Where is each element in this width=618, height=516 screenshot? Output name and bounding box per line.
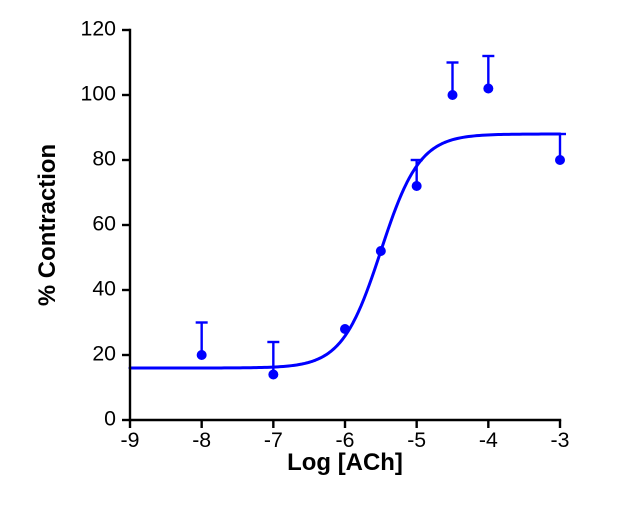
data-point: [268, 370, 278, 380]
dose-response-chart: -9-8-7-6-5-4-3020406080100120Log [ACh]% …: [0, 0, 618, 516]
data-point: [412, 181, 422, 191]
y-axis-label: % Contraction: [34, 144, 61, 306]
y-tick-label: 20: [92, 342, 116, 366]
chart-background: [0, 0, 618, 516]
x-tick-label: -7: [264, 428, 283, 452]
x-tick-label: -5: [407, 428, 426, 452]
data-point: [197, 350, 207, 360]
y-tick-label: 100: [81, 82, 116, 106]
chart-svg: -9-8-7-6-5-4-3020406080100120Log [ACh]% …: [0, 0, 618, 516]
x-tick-label: -8: [192, 428, 211, 452]
y-tick-label: 120: [81, 17, 116, 41]
data-point: [555, 155, 565, 165]
x-axis-label: Log [ACh]: [287, 449, 403, 476]
data-point: [376, 246, 386, 256]
y-tick-label: 0: [104, 407, 116, 431]
data-point: [483, 84, 493, 94]
x-tick-label: -9: [121, 428, 140, 452]
data-point: [448, 90, 458, 100]
y-tick-label: 60: [92, 212, 116, 236]
y-tick-label: 80: [92, 147, 116, 171]
data-point: [340, 324, 350, 334]
y-tick-label: 40: [92, 277, 116, 301]
x-tick-label: -3: [551, 428, 570, 452]
x-tick-label: -4: [479, 428, 498, 452]
